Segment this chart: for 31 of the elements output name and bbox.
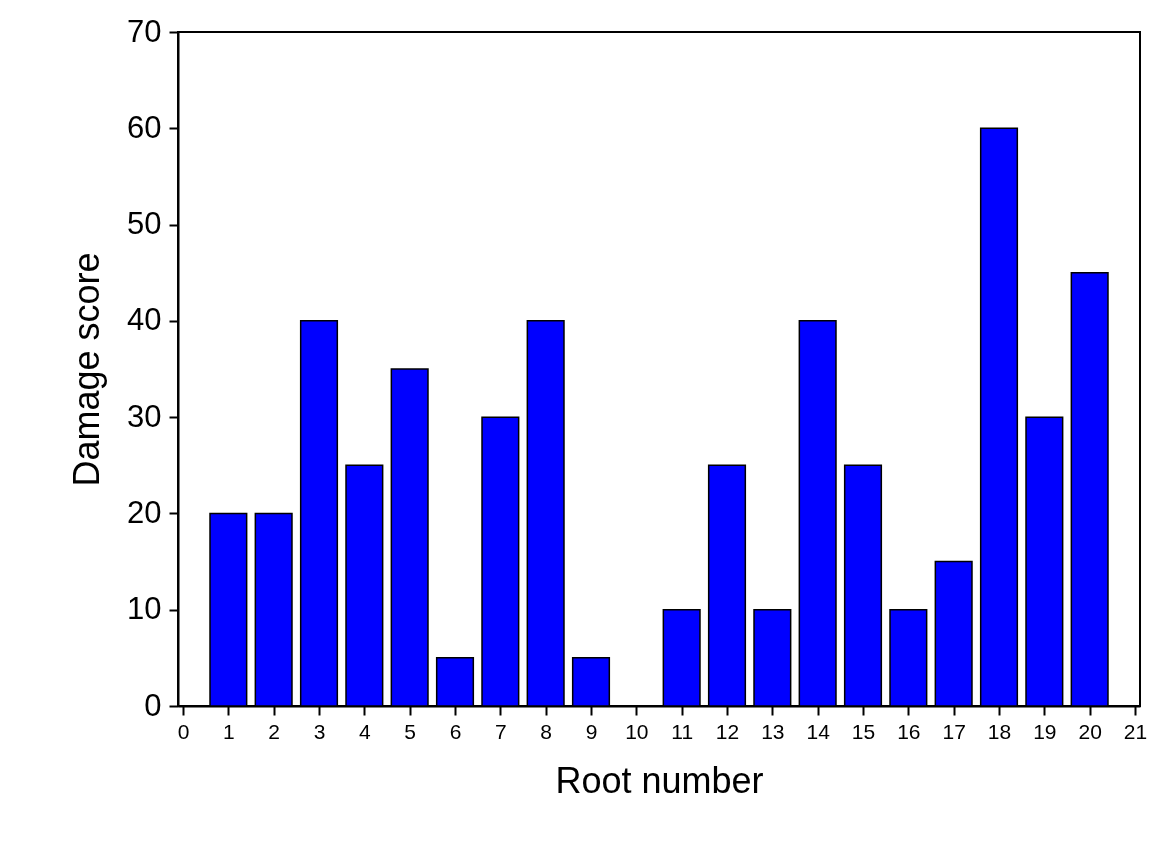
x-tick-label: 9	[585, 719, 598, 743]
y-tick-label: 70	[127, 13, 162, 49]
x-tick-label: 7	[494, 719, 507, 743]
x-tick-label: 15	[851, 719, 876, 743]
x-tick-label: 18	[987, 719, 1012, 743]
x-tick-label: 5	[404, 719, 417, 743]
x-tick-label: 16	[897, 719, 921, 743]
x-tick-label: 4	[358, 719, 371, 743]
x-tick-label: 10	[625, 719, 649, 743]
x-tick-label: 12	[715, 719, 740, 743]
x-tick-label: 3	[313, 719, 326, 743]
x-tick-label: 13	[761, 719, 785, 743]
x-axis-title: Root number	[555, 759, 764, 801]
x-tick-label: 11	[671, 719, 694, 743]
x-tick-label: 19	[1033, 719, 1057, 743]
y-tick-label: 10	[127, 591, 162, 627]
x-tick-label: 0	[177, 719, 190, 743]
y-axis-title: Damage score	[66, 252, 108, 487]
x-tick-label: 17	[942, 719, 966, 743]
x-tick-label: 20	[1078, 719, 1102, 743]
x-tick-label: 8	[540, 719, 553, 743]
x-tick-label: 1	[222, 719, 235, 743]
x-tick-label: 14	[806, 719, 831, 743]
y-tick-label: 60	[127, 109, 162, 145]
y-tick-label: 30	[127, 398, 162, 434]
y-tick-label: 40	[127, 302, 162, 338]
x-tick-label: 6	[449, 719, 462, 743]
x-tick-label: 2	[268, 719, 281, 743]
y-tick-label: 50	[127, 206, 162, 242]
x-tick-label: 21	[1123, 719, 1148, 743]
y-tick-label: 20	[127, 494, 162, 530]
